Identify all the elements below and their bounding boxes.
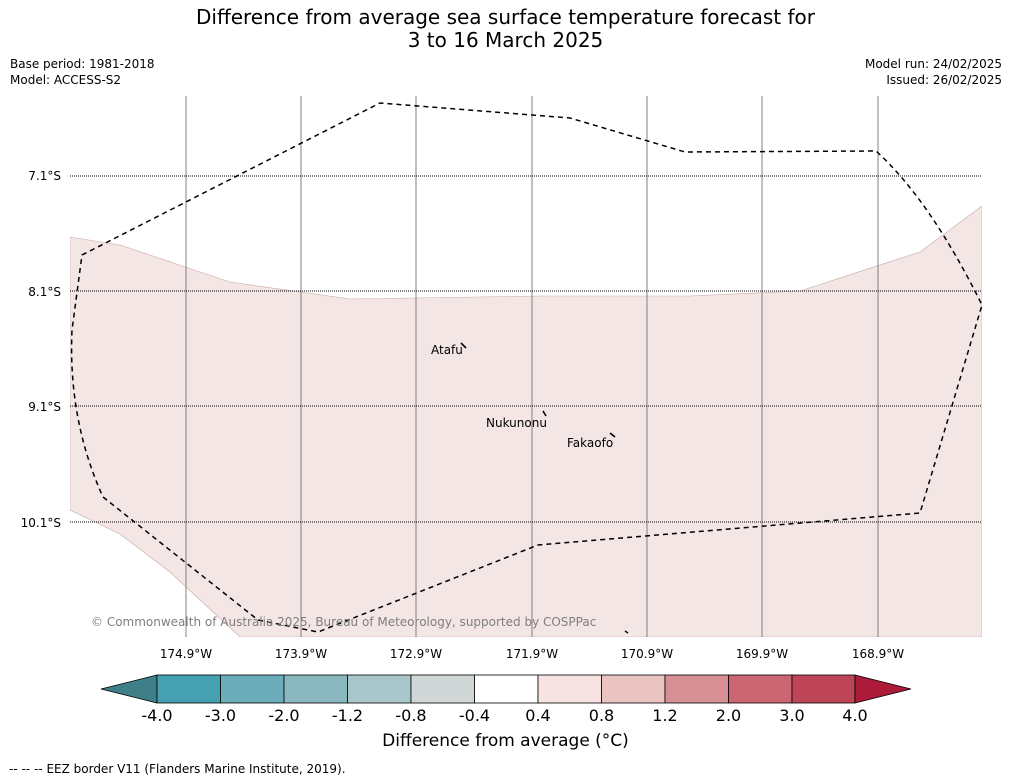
page-title: Difference from average sea surface temp…: [0, 6, 1011, 52]
eez-legend-symbol: -- -- --: [9, 762, 43, 776]
colorbar-segment: [474, 674, 539, 704]
lon-label: 169.9°W: [736, 647, 788, 661]
meta-right: Model run: 24/02/2025 Issued: 26/02/2025: [865, 56, 1002, 88]
colorbar-segment: [601, 674, 666, 704]
lon-label: 170.9°W: [621, 647, 673, 661]
eez-border: [70, 102, 983, 633]
colorbar-tick: -3.0: [205, 706, 236, 725]
colorbar-extend-low: [100, 674, 158, 704]
colorbar-tick: -0.8: [395, 706, 426, 725]
place-label-atafu: Atafu: [431, 343, 463, 357]
colorbar-tick: 4.0: [842, 706, 867, 725]
colorbar-tick: -1.2: [332, 706, 363, 725]
eez-legend-text: EEZ border V11 (Flanders Marine Institut…: [46, 762, 346, 776]
colorbar-tick: 0.8: [589, 706, 614, 725]
title-line-1: Difference from average sea surface temp…: [195, 5, 815, 29]
copyright-text: © Commonwealth of Australia 2025, Bureau…: [91, 615, 596, 629]
model-text: Model: ACCESS-S2: [10, 73, 122, 87]
colorbar-segment: [283, 674, 348, 704]
lon-label: 172.9°W: [390, 647, 442, 661]
colorbar-segment: [220, 674, 285, 704]
colorbar-tick: 3.0: [779, 706, 804, 725]
title-line-2: 3 to 16 March 2025: [407, 28, 604, 52]
colorbar-tick: 0.4: [525, 706, 550, 725]
colorbar-segment: [791, 674, 856, 704]
nukunonu-island: [542, 410, 547, 417]
lat-label: 7.1°S: [28, 169, 61, 183]
colorbar-ticks: -4.0 -3.0 -2.0 -1.2 -0.8 -0.4 0.4 0.8 1.…: [141, 706, 867, 725]
colorbar-tick: -0.4: [459, 706, 490, 725]
lon-label: 174.9°W: [160, 647, 212, 661]
colorbar-label: Difference from average (°C): [382, 731, 629, 751]
model-run-text: Model run: 24/02/2025: [864, 57, 1002, 71]
place-label-fakaofo: Fakaofo: [567, 436, 613, 450]
place-label-nukunonu: Nukunonu: [486, 416, 547, 430]
fakaofo-island: [609, 432, 616, 438]
colorbar-extend-high: [854, 674, 912, 704]
lon-label: 171.9°W: [506, 647, 558, 661]
colorbar-segment: [728, 674, 793, 704]
lat-label: 8.1°S: [28, 285, 61, 299]
colorbar-segment: [156, 674, 221, 704]
colorbar-segment: [664, 674, 729, 704]
swains-fragment: [624, 630, 629, 634]
atafu-island: [460, 342, 467, 349]
colorbar-tick: -4.0: [141, 706, 172, 725]
colorbar-segment: [537, 674, 602, 704]
colorbar-tick: 1.2: [652, 706, 677, 725]
footer-legend: -- -- -- EEZ border V11 (Flanders Marine…: [9, 762, 346, 776]
colorbar-segment: [410, 674, 475, 704]
lon-label: 173.9°W: [275, 647, 327, 661]
meta-left: Base period: 1981-2018 Model: ACCESS-S2: [10, 56, 155, 88]
issued-text: Issued: 26/02/2025: [886, 73, 1002, 87]
colorbar-segment: [347, 674, 412, 704]
parallel-lines: [70, 175, 982, 523]
colorbar-tick: 2.0: [716, 706, 741, 725]
lat-label: 10.1°S: [21, 516, 61, 530]
lat-label: 9.1°S: [28, 400, 61, 414]
base-period-text: Base period: 1981-2018: [10, 57, 155, 71]
colorbar-tick: -2.0: [268, 706, 299, 725]
colorbar: [100, 674, 912, 704]
anomaly-area: [70, 205, 982, 637]
lon-label: 168.9°W: [852, 647, 904, 661]
